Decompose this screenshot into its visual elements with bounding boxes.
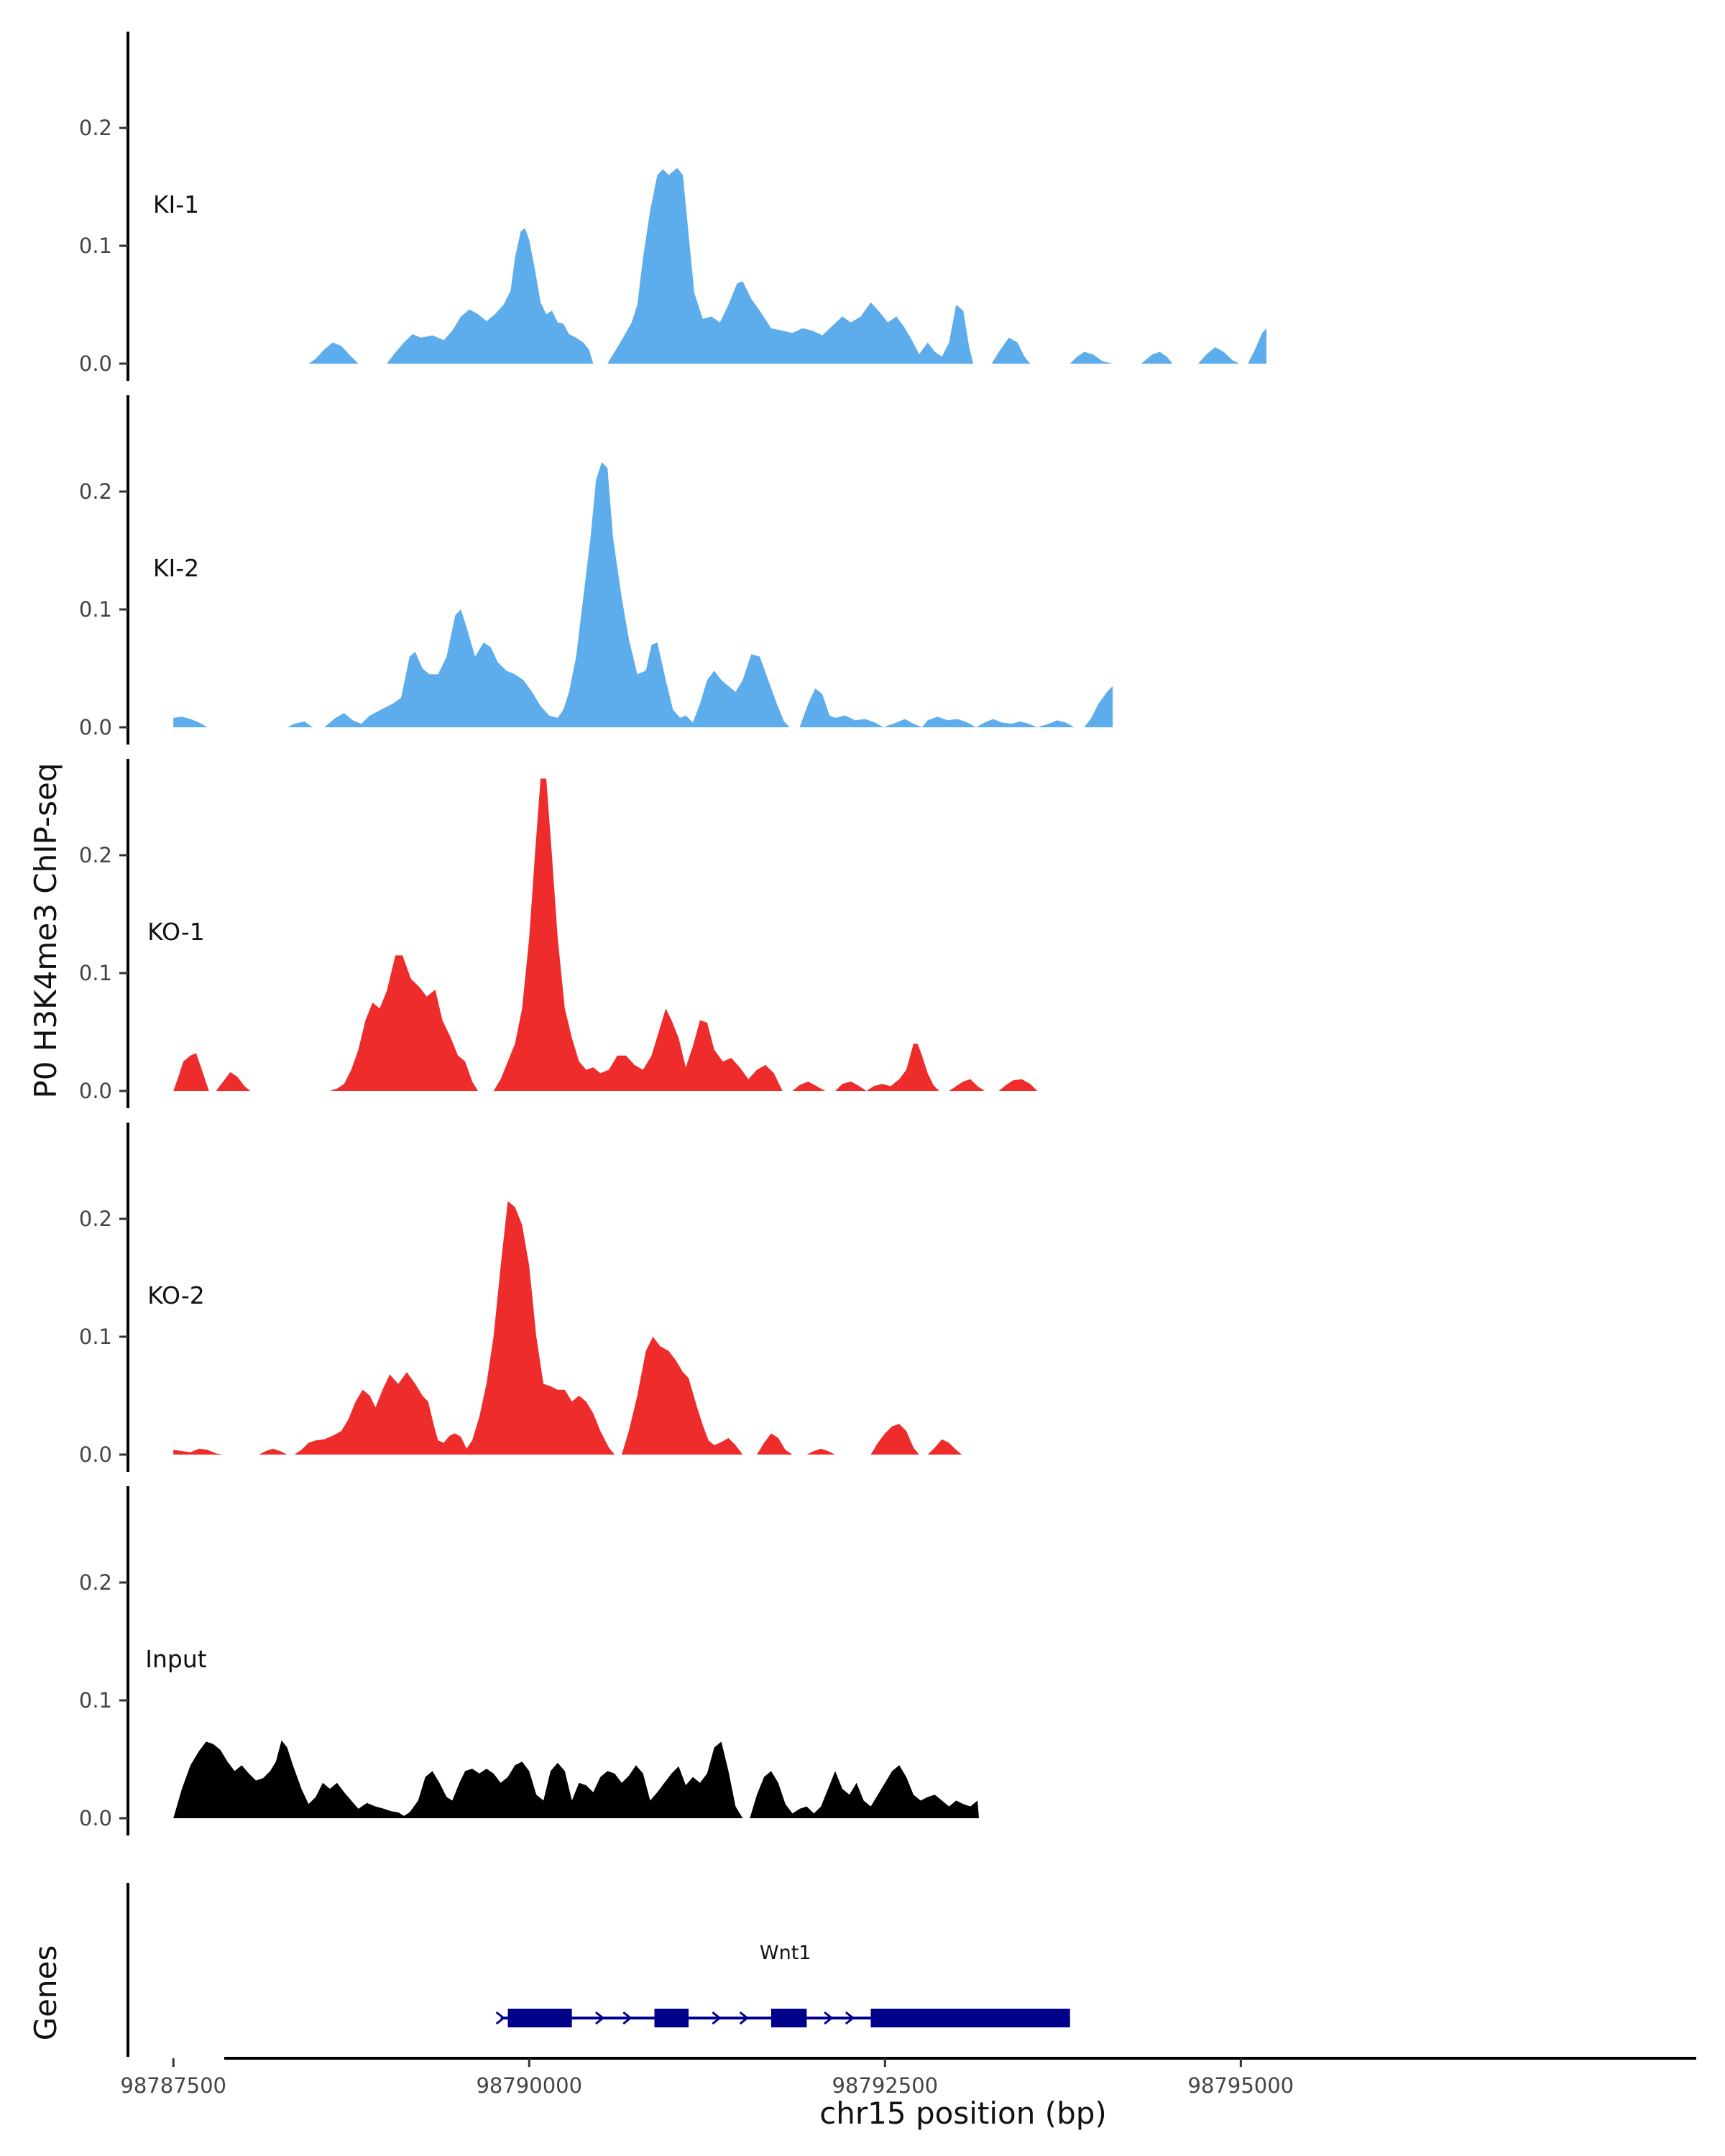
coverage-area-ki-2 xyxy=(173,462,1113,727)
strand-arrow xyxy=(495,2011,506,2025)
strand-arrow xyxy=(845,2011,855,2025)
track-label: KI-2 xyxy=(153,554,199,582)
x-tick-label: 98795000 xyxy=(1188,2073,1294,2098)
y-tick-label: 0.2 xyxy=(79,479,112,504)
strand-arrow xyxy=(595,2011,605,2025)
track-ko-2: 0.0 0.1 0.2 KO-2 xyxy=(79,1123,985,1472)
gene-exon xyxy=(507,2009,572,2027)
track-ko-1: 0.0 0.1 0.2 KO-1 xyxy=(79,759,1085,1108)
y-tick-label: 0.0 xyxy=(79,351,112,376)
y-tick-label: 0.0 xyxy=(79,1806,112,1830)
track-label: KO-1 xyxy=(147,918,205,946)
gene-exon xyxy=(654,2009,689,2027)
y-tick-label: 0.1 xyxy=(79,234,112,258)
track-label: KO-2 xyxy=(147,1281,205,1309)
y-tick-label: 0.1 xyxy=(79,597,112,622)
y-tick-label: 0.2 xyxy=(79,843,112,867)
y-axis-title: P0 H3K4me3 ChIP-seq xyxy=(28,763,63,1098)
x-axis: 98787500 98790000 98792500 98795000 xyxy=(120,2057,1696,2098)
strand-arrow xyxy=(712,2011,722,2025)
coverage-area-ko-2 xyxy=(173,1201,985,1455)
gene-exon xyxy=(770,2009,807,2027)
strand-arrow xyxy=(739,2011,750,2025)
y-tick-label: 0.0 xyxy=(79,715,112,740)
y-tick-label: 0.1 xyxy=(79,1325,112,1349)
x-tick-label: 98787500 xyxy=(120,2073,226,2098)
genes-panel: Wnt1 xyxy=(126,1883,1070,2057)
strand-arrow xyxy=(824,2011,834,2025)
gene-exon xyxy=(870,2009,1070,2027)
y-tick-label: 0.0 xyxy=(79,1079,112,1103)
x-axis-title: chr15 position (bp) xyxy=(819,2096,1107,2131)
y-tick-label: 0.2 xyxy=(79,116,112,140)
coverage-area-ko-1 xyxy=(173,778,1085,1091)
strand-arrow xyxy=(622,2011,632,2025)
coverage-tracks: 0.00.10.2KI-10.00.10.2KI-20.00.10.2KO-10… xyxy=(79,32,1267,1835)
gene-name: Wnt1 xyxy=(760,1942,811,1964)
track-label: KI-1 xyxy=(153,190,199,218)
coverage-area-input xyxy=(173,1740,980,1818)
y-tick-label: 0.2 xyxy=(79,1570,112,1595)
y-tick-label: 0.1 xyxy=(79,961,112,985)
track-label: Input xyxy=(145,1645,207,1673)
genes-axis-title: Genes xyxy=(28,1945,63,2041)
y-tick-label: 0.2 xyxy=(79,1207,112,1231)
coverage-area-ki-1 xyxy=(173,167,1267,364)
y-tick-label: 0.1 xyxy=(79,1688,112,1713)
track-input: 0.0 0.1 0.2 Input xyxy=(79,1486,980,1835)
x-tick-label: 98790000 xyxy=(476,2073,582,2098)
x-tick-label: 98792500 xyxy=(832,2073,938,2098)
y-tick-label: 0.0 xyxy=(79,1442,112,1467)
track-ki-2: 0.0 0.1 0.2 KI-2 xyxy=(79,395,1113,745)
gene-wnt1: Wnt1 xyxy=(495,1942,1070,2027)
track-ki-1: 0.0 0.1 0.2 KI-1 xyxy=(79,32,1267,381)
